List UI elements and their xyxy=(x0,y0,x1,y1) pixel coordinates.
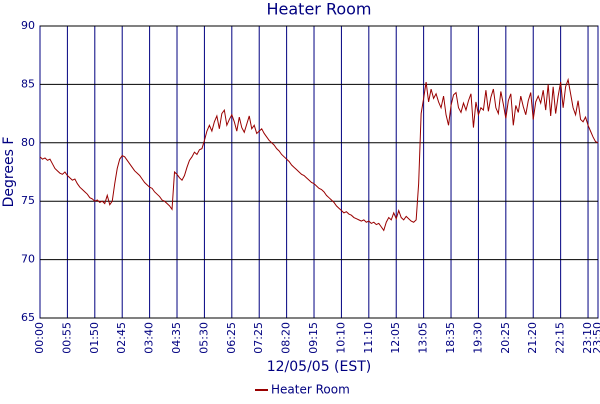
y-tick-label: 70 xyxy=(21,253,35,266)
x-tick-label: 18:35 xyxy=(444,322,457,354)
y-tick-label: 90 xyxy=(21,19,35,32)
x-tick-label: 20:25 xyxy=(499,322,512,354)
data-line xyxy=(39,77,599,232)
x-tick-label: 22:15 xyxy=(554,322,567,354)
x-tick-label: 10:10 xyxy=(334,322,347,354)
x-tick-label: 19:30 xyxy=(471,322,484,354)
x-tick-label: 02:45 xyxy=(115,322,128,354)
x-tick-label: 00:55 xyxy=(60,322,73,354)
x-tick-label: 01:50 xyxy=(88,322,101,354)
y-tick-label: 65 xyxy=(21,311,35,324)
x-tick-label: 13:05 xyxy=(417,322,430,354)
x-axis-label: 12/05/05 (EST) xyxy=(267,359,372,375)
y-axis-label: Degrees F xyxy=(1,137,17,208)
x-tick-label: 00:00 xyxy=(33,322,46,354)
x-tick-label: 07:25 xyxy=(252,322,265,354)
x-tick-label: 03:40 xyxy=(143,322,156,354)
plot-area xyxy=(39,25,599,319)
x-tick-label: 21:20 xyxy=(526,322,539,354)
x-tick-label: 23:10 xyxy=(581,322,594,354)
y-tick-label: 85 xyxy=(21,77,35,90)
x-tick-label: 11:10 xyxy=(362,322,375,354)
chart-title: Heater Room xyxy=(266,0,371,19)
x-tick-label: 09:15 xyxy=(307,322,320,354)
x-tick-label: 23:50 xyxy=(591,322,600,354)
x-tick-label: 12:05 xyxy=(389,322,402,354)
x-tick-label: 06:25 xyxy=(225,322,238,354)
legend-label: Heater Room xyxy=(271,383,350,397)
x-tick-label: 05:30 xyxy=(197,322,210,354)
x-tick-label: 08:20 xyxy=(280,322,293,354)
x-tick-label: 04:35 xyxy=(170,322,183,354)
y-tick-label: 80 xyxy=(21,136,35,149)
y-tick-label: 75 xyxy=(21,194,35,207)
